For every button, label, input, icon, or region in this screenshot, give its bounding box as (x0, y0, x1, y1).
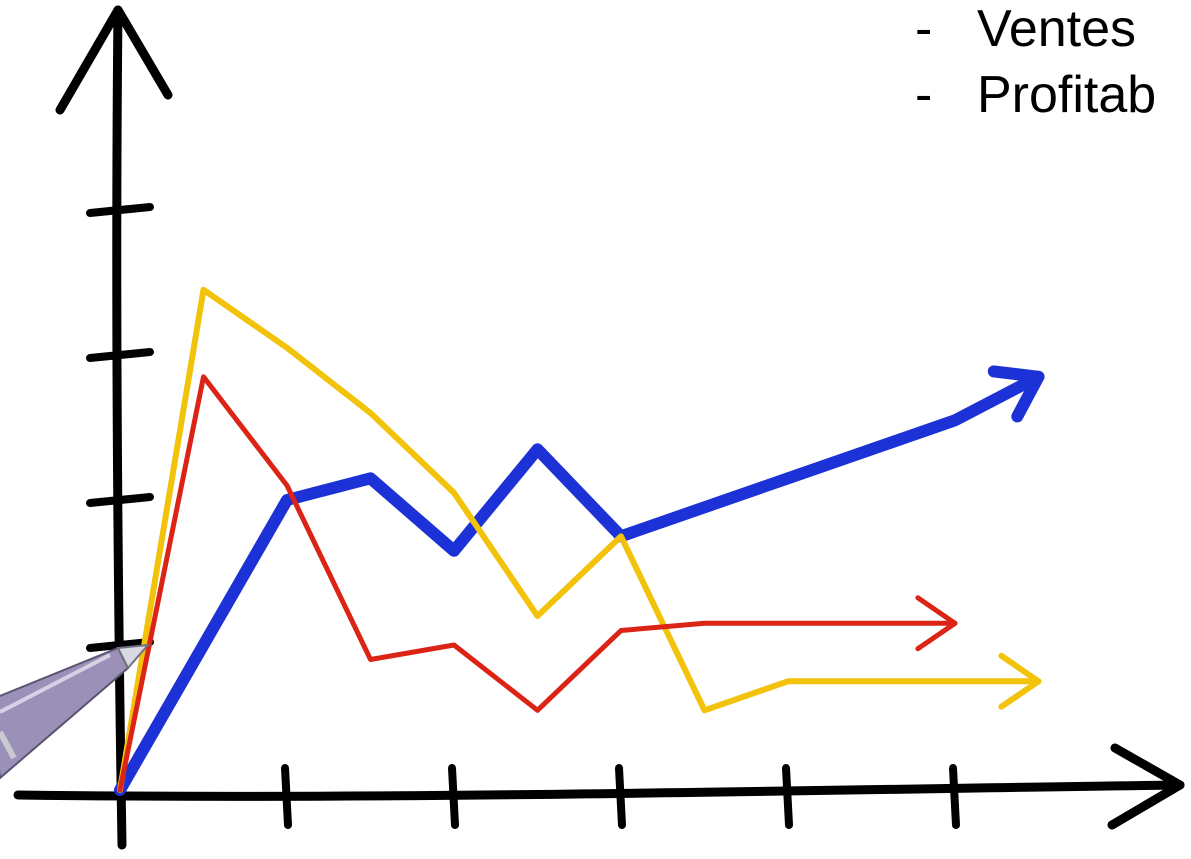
y-tick (86, 493, 154, 507)
y-tick (86, 638, 154, 652)
series-arrowhead-1 (998, 652, 1042, 710)
pen-icon (0, 643, 151, 780)
y-tick (86, 348, 154, 362)
pen-band (0, 730, 17, 760)
x-tick (281, 764, 292, 829)
bullet-label: Profitab (977, 66, 1157, 124)
bullet-dash: - (915, 66, 933, 124)
series-arrowhead-0 (987, 365, 1045, 423)
y-axis-line (112, 5, 127, 850)
series-line-0 (114, 370, 1045, 796)
pen-body (0, 646, 130, 780)
y-axis-arrowhead (55, 5, 173, 115)
x-axis-arrowhead (1107, 743, 1185, 830)
legend-bullets: - Ventes - Profitab (915, 0, 1156, 132)
bullet-profitab: - Profitab (915, 66, 1156, 132)
x-tick (448, 764, 459, 829)
pen-tip (116, 643, 151, 670)
bullet-label: Ventes (977, 0, 1137, 58)
x-tick (949, 764, 960, 829)
series-arrowhead-2 (915, 595, 958, 652)
bullet-ventes: - Ventes (915, 0, 1156, 66)
series-line-2 (117, 374, 958, 793)
bullet-dash: - (915, 0, 933, 58)
series-lines (114, 286, 1045, 796)
pen-shine (0, 653, 111, 714)
x-tick (782, 764, 793, 829)
series-line-1 (117, 286, 1042, 793)
y-tick (86, 203, 154, 217)
x-tick (615, 764, 626, 829)
x-axis-line (13, 780, 1185, 801)
axes (13, 5, 1185, 850)
